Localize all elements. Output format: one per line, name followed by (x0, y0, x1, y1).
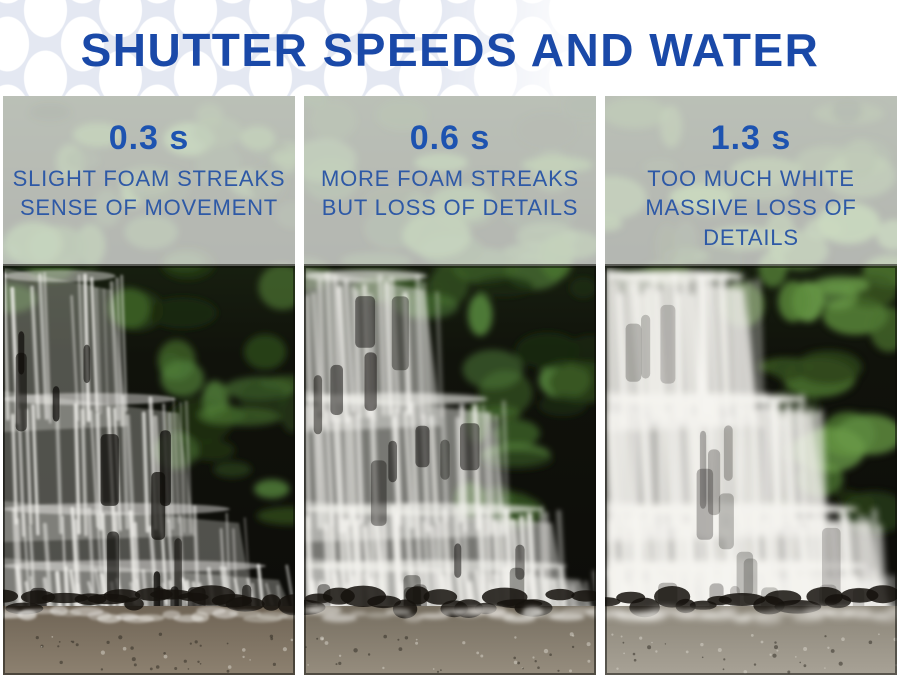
dots-pattern-decoration (0, 0, 900, 96)
caption-overlay: 0.3 s SLIGHT FOAM STREAKS SENSE OF MOVEM… (3, 96, 295, 266)
shutter-panel-1_3s: 1.3 s TOO MUCH WHITE MASSIVE LOSS OF DET… (605, 96, 897, 675)
shutter-speed-value: 0.3 s (108, 119, 190, 157)
caption-text: MORE FOAM STREAKS BUT LOSS OF DETAILS (320, 166, 580, 221)
shutter-panel-0_6s: 0.6 s MORE FOAM STREAKS BUT LOSS OF DETA… (304, 96, 596, 675)
caption-text: TOO MUCH WHITE MASSIVE LOSS OF DETAILS (645, 166, 857, 250)
page-title: SHUTTER SPEEDS AND WATER (80, 24, 820, 76)
caption-overlay: 1.3 s TOO MUCH WHITE MASSIVE LOSS OF DET… (605, 96, 897, 266)
shutter-speed-value: 0.6 s (409, 119, 491, 157)
caption-overlay: 0.6 s MORE FOAM STREAKS BUT LOSS OF DETA… (304, 96, 596, 266)
header-banner: SHUTTER SPEEDS AND WATER (0, 0, 900, 96)
caption-text: SLIGHT FOAM STREAKS SENSE OF MOVEMENT (12, 166, 286, 221)
shutter-panel-0_3s: 0.3 s SLIGHT FOAM STREAKS SENSE OF MOVEM… (3, 96, 295, 675)
shutter-speed-value: 1.3 s (710, 119, 792, 157)
comparison-row: 0.3 s SLIGHT FOAM STREAKS SENSE OF MOVEM… (0, 96, 900, 675)
